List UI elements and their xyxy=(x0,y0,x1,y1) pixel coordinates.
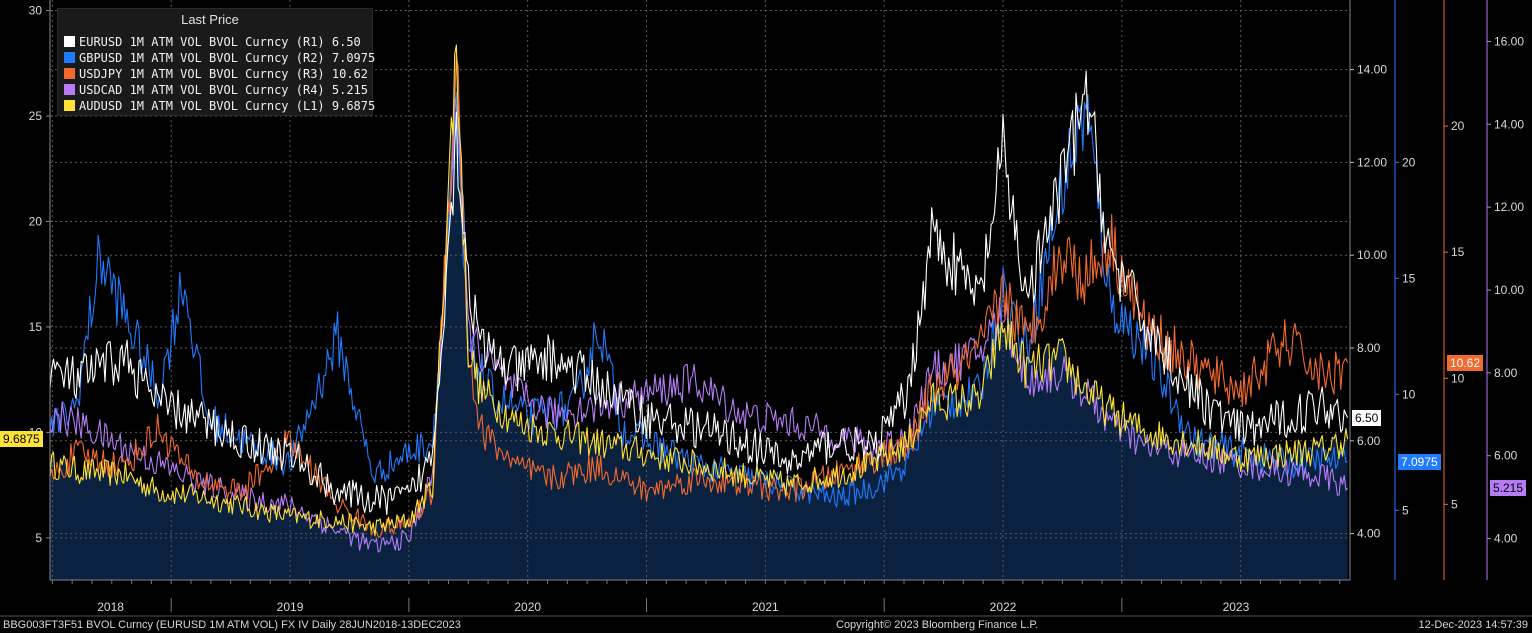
right-axis-r1: 4.00 6.00 8.00 10.00 12.00 14.00 xyxy=(1349,0,1387,580)
legend-swatch xyxy=(64,36,75,47)
left-axis-tick-label: 25 xyxy=(29,109,43,123)
right-axis-tick-label: 10 xyxy=(1451,371,1465,385)
right-axis-tick-label: 15 xyxy=(1402,271,1416,285)
left-axis-tick-label: 20 xyxy=(29,214,43,228)
right-axis-tick-label: 10.00 xyxy=(1357,248,1387,262)
audusd-area xyxy=(50,45,1348,580)
legend-axis: (L1) xyxy=(295,99,332,113)
right-axis-tick-label: 8.00 xyxy=(1494,366,1518,380)
legend-item: USDJPY 1M ATM VOL BVOL Curncy (R3) 10.62 xyxy=(64,66,368,82)
right-axis-tick-label: 20 xyxy=(1402,155,1416,169)
right-axis-tick-label: 14.00 xyxy=(1494,117,1524,131)
legend-label: EURUSD 1M ATM VOL BVOL Curncy xyxy=(79,35,296,49)
legend-label: USDJPY 1M ATM VOL BVOL Curncy xyxy=(79,67,296,81)
right-axis-tick-label: 15 xyxy=(1451,245,1465,259)
right-axis-tick-label: 16.00 xyxy=(1494,34,1524,48)
left-axis: 51015202530 xyxy=(29,0,51,580)
series-line-usdjpy xyxy=(49,56,1349,539)
legend-label: GBPUSD 1M ATM VOL BVOL Curncy xyxy=(79,51,296,65)
legend-swatch xyxy=(64,100,75,111)
legend-last-price: 7.0975 xyxy=(331,51,376,65)
chart-legend: Last Price EURUSD 1M ATM VOL BVOL Curncy… xyxy=(57,8,375,116)
right-axis-tick-label: 10.00 xyxy=(1494,283,1524,297)
legend-title: Last Price xyxy=(181,12,239,27)
legend-axis: (R3) xyxy=(295,67,332,81)
right-axis-tick-label: 8.00 xyxy=(1357,341,1381,355)
x-axis-year-label: 2023 xyxy=(1223,600,1250,614)
legend-last-price: 6.50 xyxy=(331,35,361,49)
left-axis-tick-label: 30 xyxy=(29,4,43,18)
right-axis-tick-label: 12.00 xyxy=(1494,200,1524,214)
right-axis-r2: 5 10 15 20 xyxy=(1394,0,1416,580)
x-axis-year-label: 2019 xyxy=(277,600,304,614)
legend-axis: (R4) xyxy=(295,83,332,97)
legend-label: AUDUSD 1M ATM VOL BVOL Curncy xyxy=(79,99,296,113)
last-price-tag-l1: 9.6875 xyxy=(0,430,43,447)
x-axis-year-label: 2018 xyxy=(97,600,124,614)
right-axis-tick-label: 6.00 xyxy=(1357,434,1381,448)
legend-item: USDCAD 1M ATM VOL BVOL Curncy (R4) 5.215 xyxy=(64,82,368,98)
series-line-eurusd xyxy=(49,70,1349,516)
legend-swatch xyxy=(64,68,75,79)
last-price-tag-r2: 7.0975 xyxy=(1398,453,1441,470)
legend-axis: (R1) xyxy=(295,35,332,49)
legend-axis: (R2) xyxy=(295,51,332,65)
right-axis-tick-label: 4.00 xyxy=(1357,527,1381,541)
right-axis-r3: 5 10 15 20 xyxy=(1443,0,1465,580)
left-axis-tick-label: 5 xyxy=(35,531,42,545)
right-axis-tick-label: 5 xyxy=(1451,497,1458,511)
right-axis-tick-label: 12.00 xyxy=(1357,155,1387,169)
legend-last-price: 5.215 xyxy=(331,83,368,97)
last-price-tag-r1: 6.50 xyxy=(1352,409,1382,426)
x-axis: 2018 2019 2020 2021 2022 2023 xyxy=(0,579,1532,617)
right-axis-tick-label: 20 xyxy=(1451,119,1465,133)
last-price-tag-r4: 5.215 xyxy=(1490,480,1527,497)
right-axis-tick-label: 10 xyxy=(1402,387,1416,401)
legend-item: GBPUSD 1M ATM VOL BVOL Curncy (R2) 7.097… xyxy=(64,50,375,66)
legend-item: EURUSD 1M ATM VOL BVOL Curncy (R1) 6.50 xyxy=(64,34,361,50)
right-axis-tick-label: 4.00 xyxy=(1494,532,1518,546)
last-price-tag-r3: 10.62 xyxy=(1447,354,1484,371)
left-axis-tick-label: 15 xyxy=(29,320,43,334)
legend-label: USDCAD 1M ATM VOL BVOL Curncy xyxy=(79,83,296,97)
right-axis-tick-label: 5 xyxy=(1402,503,1409,517)
right-axis-tick-label: 14.00 xyxy=(1357,63,1387,77)
footer-copyright: Copyright© 2023 Bloomberg Finance L.P. xyxy=(836,619,1039,631)
right-axis-tick-label: 6.00 xyxy=(1494,449,1518,463)
x-axis-year-label: 2022 xyxy=(990,600,1017,614)
legend-last-price: 9.6875 xyxy=(331,99,376,113)
series-line-audusd xyxy=(49,44,1349,537)
footer-timestamp: 12-Dec-2023 14:57:39 xyxy=(1418,619,1528,631)
legend-swatch xyxy=(64,84,75,95)
footer-security-info: BBG003FT3F51 BVOL Curncy (EURUSD 1M ATM … xyxy=(3,619,461,631)
right-axis-r4: 4.00 6.00 8.00 10.00 12.00 14.00 16.00 xyxy=(1486,0,1524,580)
x-axis-year-label: 2021 xyxy=(752,600,779,614)
legend-item: AUDUSD 1M ATM VOL BVOL Curncy (L1) 9.687… xyxy=(64,98,375,114)
x-axis-year-label: 2020 xyxy=(514,600,541,614)
legend-last-price: 10.62 xyxy=(331,67,368,81)
legend-swatch xyxy=(64,52,75,63)
